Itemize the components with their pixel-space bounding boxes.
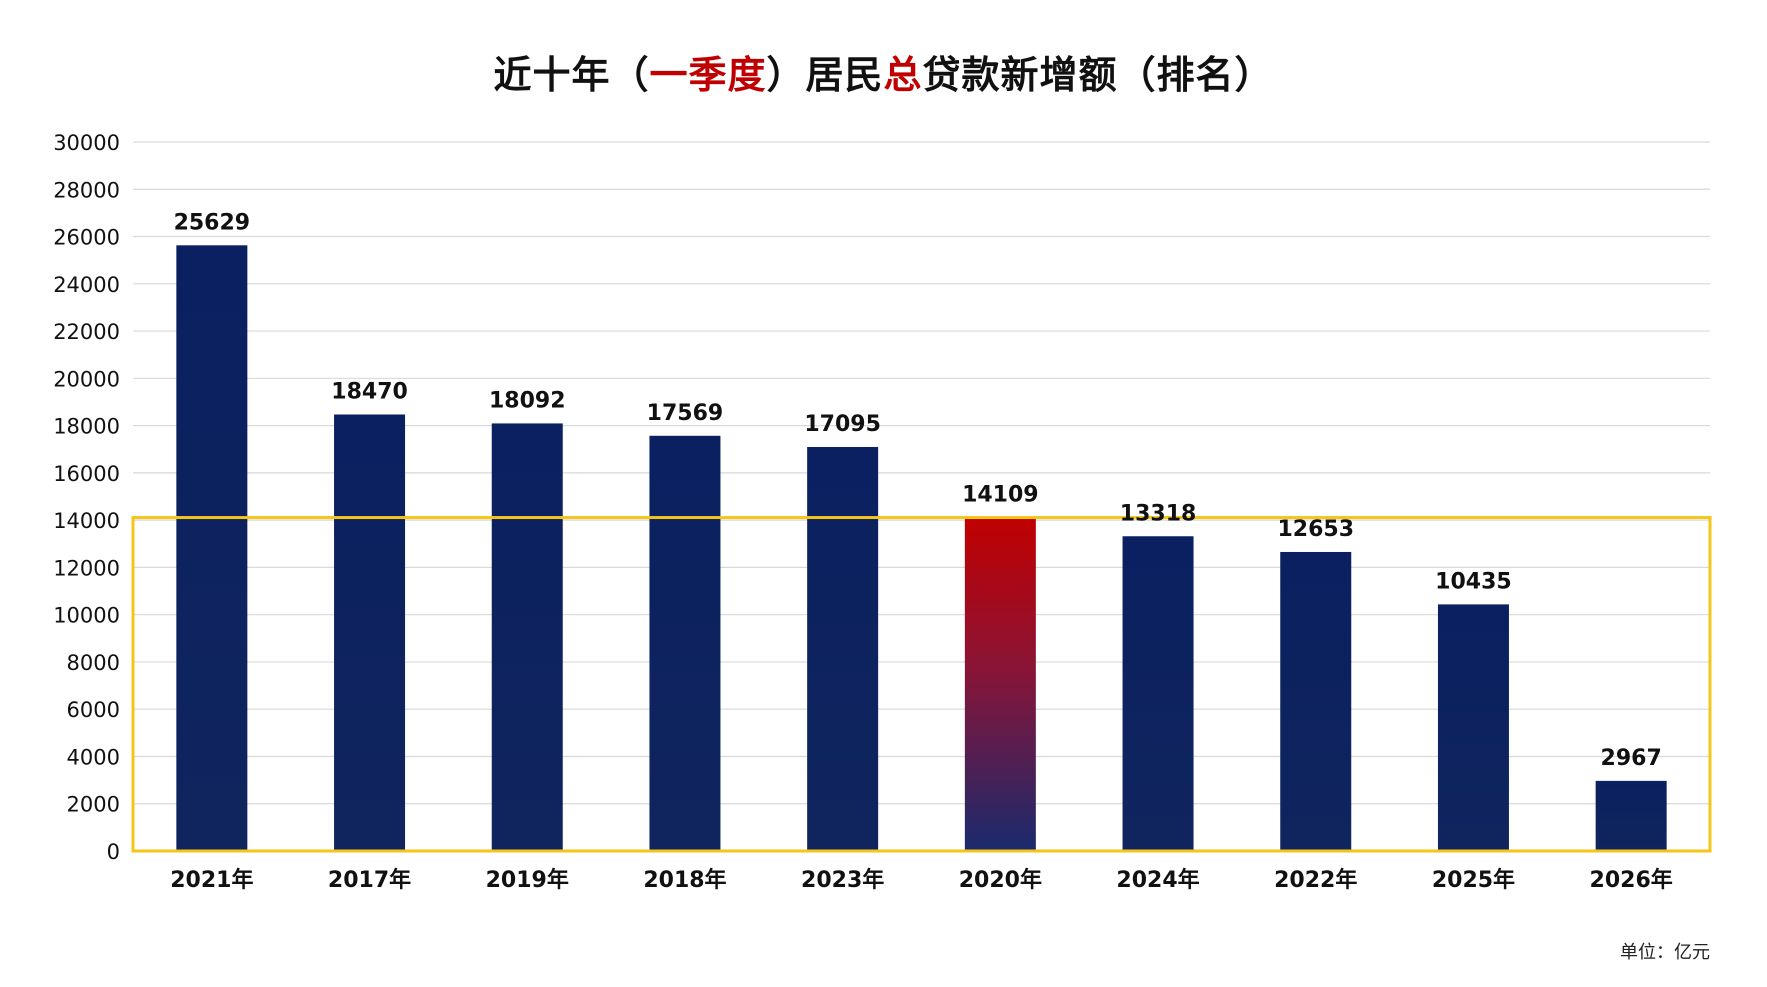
data-label: 18092: [489, 388, 566, 413]
y-tick-label: 6000: [67, 698, 120, 722]
y-tick-label: 24000: [53, 273, 120, 297]
unit-label: 单位：亿元: [1620, 942, 1710, 963]
x-tick-label: 2022年: [1274, 867, 1357, 893]
highlight-box-frame: [131, 516, 1712, 853]
bar: [176, 245, 248, 852]
y-tick-label: 0: [107, 840, 120, 864]
title-part-3: ）居民: [766, 53, 884, 97]
bar: [1595, 780, 1667, 851]
y-tick-label: 22000: [53, 320, 120, 344]
y-tick-label: 14000: [53, 509, 120, 533]
title-part-5: 贷款新增额（排名）: [922, 53, 1274, 97]
bar: [649, 435, 721, 851]
bar: [334, 414, 406, 851]
x-axis-ticks: 2021年 2017年 2019年 2018年 2023年 2020年 2024年 2022年…: [170, 867, 1673, 893]
bars: [176, 245, 1667, 852]
data-label: 2967: [1601, 746, 1662, 771]
bar: [1280, 551, 1352, 851]
x-tick-label: 2019年: [486, 867, 569, 893]
data-label: 12653: [1277, 517, 1354, 542]
highlight-box: [131, 516, 1712, 853]
data-label: 10435: [1435, 569, 1512, 594]
y-tick-label: 20000: [53, 367, 120, 391]
y-tick-label: 2000: [67, 793, 120, 817]
bar: [807, 446, 879, 851]
x-tick-label: 2026年: [1590, 867, 1673, 893]
bar: [1437, 604, 1509, 851]
y-tick-label: 10000: [53, 604, 120, 628]
grid-lines: [133, 141, 1710, 852]
bar: [1122, 536, 1194, 851]
data-label: 14109: [962, 483, 1039, 508]
x-tick-label: 2024年: [1116, 867, 1199, 893]
y-tick-label: 30000: [53, 131, 120, 155]
data-label: 13318: [1120, 501, 1197, 526]
title-highlight-quarter: 一季度: [649, 53, 767, 97]
data-label: 17569: [647, 401, 724, 426]
y-tick-label: 12000: [53, 556, 120, 580]
data-label: 17095: [804, 412, 881, 437]
data-label: 18470: [331, 379, 408, 404]
y-tick-label: 16000: [53, 462, 120, 486]
x-tick-label: 2017年: [328, 867, 411, 893]
chart-title: 近十年（一季度）居民总贷款新增额（排名）: [0, 44, 1767, 99]
x-tick-label: 2018年: [643, 867, 726, 893]
data-labels: 25629 18470 18092 17569 17095 14109 13318 12653…: [174, 210, 1662, 771]
x-tick-label: 2021年: [170, 867, 253, 893]
x-tick-label: 2025年: [1432, 867, 1515, 893]
x-tick-label: 2023年: [801, 867, 884, 893]
bar-highlight: [964, 517, 1036, 851]
bar: [491, 423, 563, 851]
title-part-1: 近十年（: [493, 53, 650, 97]
y-tick-label: 28000: [53, 178, 120, 202]
data-label: 25629: [174, 210, 251, 235]
y-tick-label: 8000: [67, 651, 120, 675]
title-highlight-total: 总: [883, 53, 923, 97]
y-tick-label: 18000: [53, 415, 120, 439]
x-tick-label: 2020年: [959, 867, 1042, 893]
y-axis-ticks: 0 2000 4000 6000 8000 10000 12000 14000 16000 180…: [53, 131, 120, 864]
y-tick-label: 26000: [53, 226, 120, 250]
y-tick-label: 4000: [67, 745, 120, 769]
